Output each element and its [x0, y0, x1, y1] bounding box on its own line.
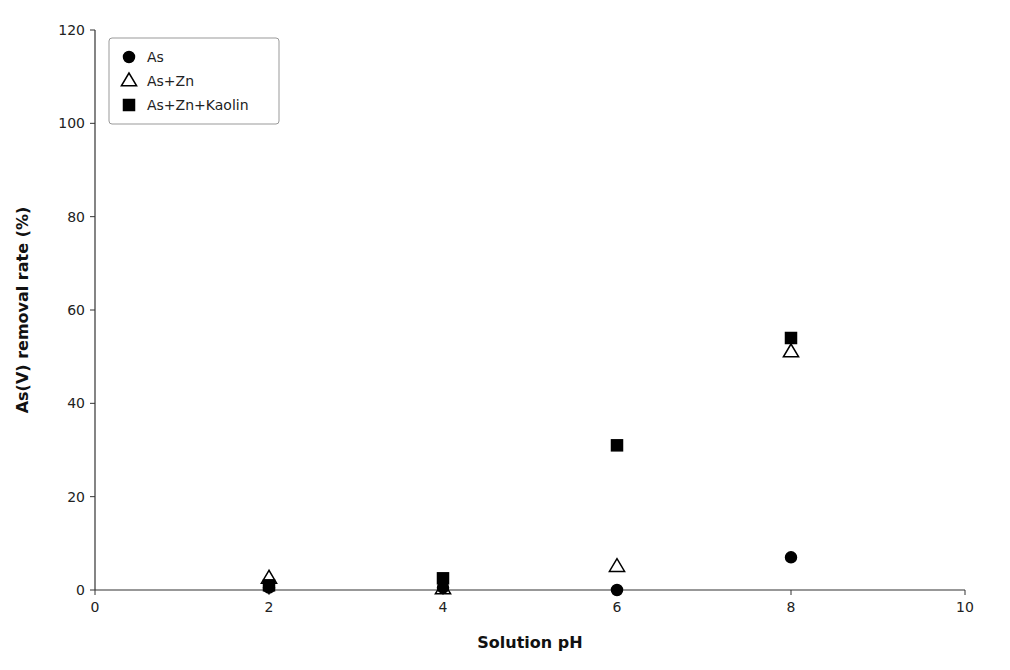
series: [261, 344, 798, 594]
y-tick: [90, 123, 95, 124]
x-tick: [95, 590, 96, 595]
x-axis-label: Solution pH: [477, 633, 582, 652]
point: [786, 552, 797, 563]
y-axis-label: As(V) removal rate (%): [13, 207, 32, 414]
y-tick: [90, 403, 95, 404]
series: [264, 333, 797, 591]
legend-label: As+Zn+Kaolin: [147, 97, 249, 113]
y-tick: [90, 310, 95, 311]
x-tick-label: 8: [787, 599, 796, 615]
y-tick: [90, 496, 95, 497]
plot-area: [261, 333, 798, 596]
x-tick: [791, 590, 792, 595]
point: [612, 440, 623, 451]
legend-box: [109, 38, 279, 124]
y-tick-label: 60: [67, 302, 85, 318]
x-tick-label: 2: [265, 599, 274, 615]
x-tick-label: 0: [91, 599, 100, 615]
series: [264, 552, 797, 596]
point: [786, 333, 797, 344]
point: [612, 585, 623, 596]
y-tick-label: 40: [67, 395, 85, 411]
y-tick-label: 120: [58, 22, 85, 38]
chart-container: 0246810020406080100120Solution pHAs(V) r…: [0, 0, 1010, 670]
point: [264, 580, 275, 591]
x-axis-line: [95, 589, 965, 590]
y-tick: [90, 30, 95, 31]
x-tick: [965, 590, 966, 595]
legend-marker: [121, 73, 136, 86]
point: [783, 344, 798, 357]
y-tick-label: 100: [58, 115, 85, 131]
legend-marker: [124, 100, 135, 111]
legend-label: As: [147, 49, 164, 65]
point: [609, 559, 624, 572]
y-tick-label: 0: [76, 582, 85, 598]
x-tick-label: 6: [613, 599, 622, 615]
x-tick-label: 10: [956, 599, 974, 615]
x-tick-label: 4: [439, 599, 448, 615]
legend-marker: [124, 52, 135, 63]
chart: 0246810020406080100120Solution pHAs(V) r…: [0, 0, 1010, 670]
legend-label: As+Zn: [147, 73, 194, 89]
y-tick: [90, 590, 95, 591]
y-tick-label: 20: [67, 489, 85, 505]
axes: 0246810020406080100120: [58, 22, 974, 615]
legend: As As+Zn As+Zn+Kaolin: [109, 38, 279, 124]
point: [438, 573, 449, 584]
y-tick: [90, 216, 95, 217]
y-tick-label: 80: [67, 209, 85, 225]
